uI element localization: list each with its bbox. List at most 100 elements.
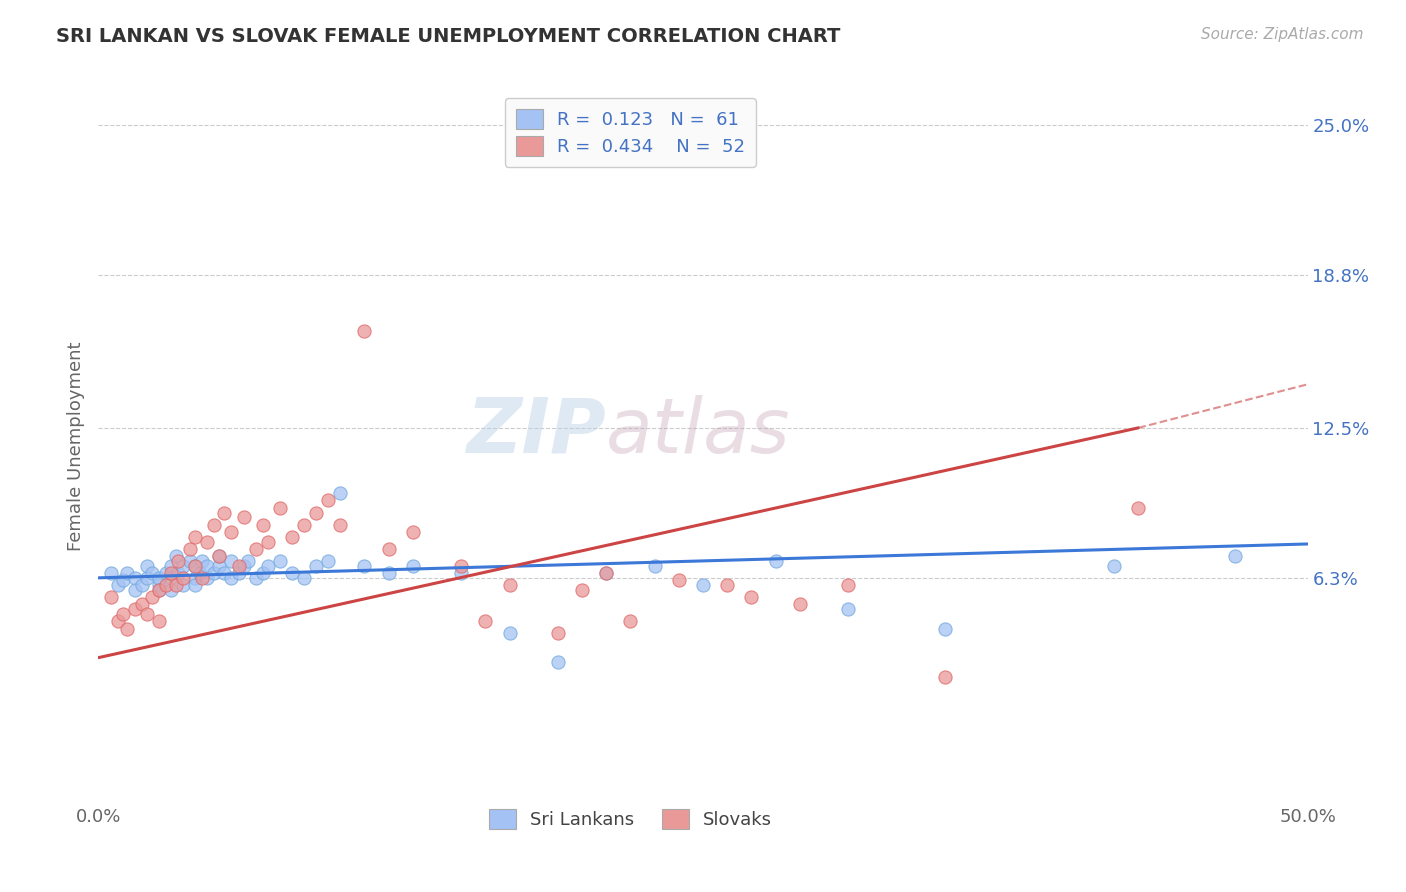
Point xyxy=(644,558,666,573)
Point xyxy=(167,554,190,568)
Point xyxy=(160,571,183,585)
Point xyxy=(595,566,617,580)
Point xyxy=(281,530,304,544)
Text: SRI LANKAN VS SLOVAK FEMALE UNEMPLOYMENT CORRELATION CHART: SRI LANKAN VS SLOVAK FEMALE UNEMPLOYMENT… xyxy=(56,27,841,45)
Point xyxy=(148,578,170,592)
Point xyxy=(269,554,291,568)
Point xyxy=(107,578,129,592)
Point xyxy=(204,517,226,532)
Point xyxy=(228,558,250,573)
Point xyxy=(135,607,157,621)
Point xyxy=(221,571,243,585)
Point xyxy=(716,578,738,592)
Point xyxy=(934,622,956,636)
Point xyxy=(184,578,207,592)
Point xyxy=(179,554,201,568)
Point xyxy=(124,602,146,616)
Point xyxy=(281,566,304,580)
Point xyxy=(245,571,267,585)
Point xyxy=(474,615,496,629)
Point xyxy=(135,571,157,585)
Point xyxy=(160,558,183,573)
Point xyxy=(316,554,339,568)
Point xyxy=(228,566,250,580)
Point xyxy=(184,558,207,573)
Point xyxy=(167,566,190,580)
Point xyxy=(148,571,170,585)
Point xyxy=(837,578,859,592)
Point xyxy=(100,590,122,604)
Point xyxy=(619,615,641,629)
Point xyxy=(165,578,187,592)
Point xyxy=(191,571,214,585)
Point xyxy=(353,558,375,573)
Point xyxy=(450,566,472,580)
Point xyxy=(1128,500,1150,515)
Point xyxy=(498,578,520,592)
Legend: Sri Lankans, Slovaks: Sri Lankans, Slovaks xyxy=(482,802,779,837)
Point xyxy=(232,510,254,524)
Point xyxy=(124,582,146,597)
Point xyxy=(450,558,472,573)
Point xyxy=(160,582,183,597)
Point xyxy=(252,517,274,532)
Point xyxy=(141,566,163,580)
Point xyxy=(668,574,690,588)
Text: atlas: atlas xyxy=(606,395,790,468)
Point xyxy=(195,534,218,549)
Point xyxy=(269,500,291,515)
Point xyxy=(172,571,194,585)
Point xyxy=(191,554,214,568)
Point xyxy=(131,598,153,612)
Point xyxy=(172,558,194,573)
Point xyxy=(305,506,328,520)
Point xyxy=(212,566,235,580)
Point xyxy=(789,598,811,612)
Point xyxy=(179,541,201,556)
Point xyxy=(292,571,315,585)
Point xyxy=(195,558,218,573)
Point xyxy=(252,566,274,580)
Point xyxy=(148,615,170,629)
Point xyxy=(135,558,157,573)
Point xyxy=(107,615,129,629)
Y-axis label: Female Unemployment: Female Unemployment xyxy=(66,342,84,550)
Point xyxy=(765,554,787,568)
Point xyxy=(692,578,714,592)
Point xyxy=(184,558,207,573)
Point xyxy=(208,549,231,563)
Point xyxy=(232,558,254,573)
Point xyxy=(160,566,183,580)
Point xyxy=(141,590,163,604)
Point xyxy=(124,571,146,585)
Point xyxy=(204,566,226,580)
Point xyxy=(208,558,231,573)
Point xyxy=(100,566,122,580)
Point xyxy=(1223,549,1246,563)
Point xyxy=(377,541,399,556)
Point xyxy=(1102,558,1125,573)
Point xyxy=(402,524,425,539)
Point xyxy=(837,602,859,616)
Point xyxy=(148,582,170,597)
Point xyxy=(571,582,593,597)
Point xyxy=(377,566,399,580)
Point xyxy=(155,578,177,592)
Point xyxy=(184,571,207,585)
Point xyxy=(221,524,243,539)
Point xyxy=(131,578,153,592)
Point xyxy=(329,486,352,500)
Point xyxy=(155,566,177,580)
Point xyxy=(208,549,231,563)
Point xyxy=(148,582,170,597)
Point xyxy=(740,590,762,604)
Point xyxy=(165,549,187,563)
Point xyxy=(117,566,139,580)
Point xyxy=(353,324,375,338)
Point xyxy=(245,541,267,556)
Point xyxy=(498,626,520,640)
Point xyxy=(329,517,352,532)
Point xyxy=(212,506,235,520)
Point xyxy=(111,574,134,588)
Point xyxy=(595,566,617,580)
